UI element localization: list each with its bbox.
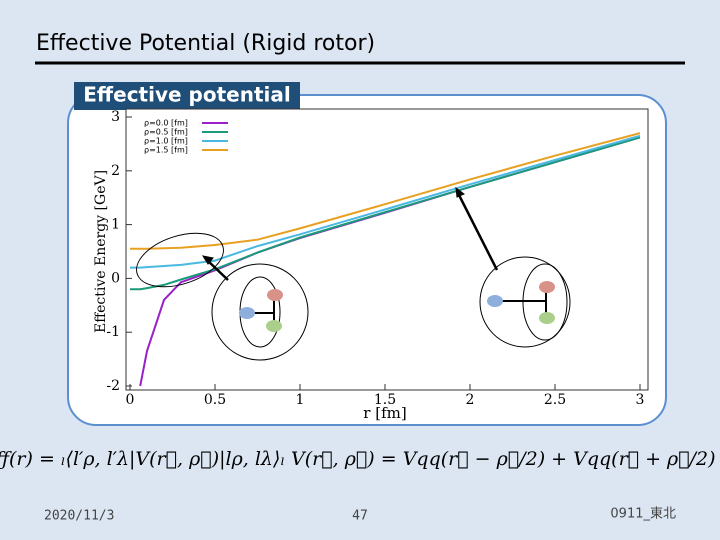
date: 2020/11/3 [44, 509, 114, 524]
particle [539, 281, 555, 293]
legend-label: ρ=0.0 [fm] [144, 119, 188, 128]
slide-title: Effective Potential (Rigid rotor) [36, 31, 375, 56]
series-line [130, 136, 641, 291]
legend-label: ρ=1.5 [fm] [144, 146, 188, 155]
legend-label: ρ=1.0 [fm] [144, 137, 188, 146]
series-line [130, 132, 641, 250]
x-tick-label: 1 [296, 392, 305, 408]
series-line [130, 134, 641, 269]
arrowhead [201, 255, 214, 265]
config-circle [479, 256, 571, 348]
highlight-ellipse [136, 232, 224, 288]
y-axis-label: Effective Energy [GeV] [93, 170, 109, 333]
y-tick-label: 1 [111, 217, 120, 233]
plot-frame [125, 108, 649, 391]
particle [539, 312, 555, 324]
formula: Vₑƒƒ(r) = ₗ⟨l′ρ, l′λ|V(r⃗, ρ⃗)|lρ, lλ⟩ₗ … [0, 448, 716, 470]
label-text: Effective potential [83, 83, 290, 107]
y-tick-label: -1 [106, 324, 120, 340]
x-tick-label: 3 [636, 392, 645, 408]
label-box [74, 82, 300, 110]
y-tick-label: -2 [106, 378, 120, 394]
y-tick-label: 3 [111, 109, 120, 125]
particle [266, 320, 282, 332]
x-tick-label: 0 [126, 392, 135, 408]
config-circle [211, 263, 309, 361]
legend-label: ρ=0.5 [fm] [144, 128, 188, 137]
y-tick-label: 2 [111, 163, 120, 179]
particle [267, 289, 283, 301]
particle [487, 295, 503, 307]
x-tick-label: 2.5 [544, 392, 566, 408]
x-tick-label: 1.5 [374, 392, 396, 408]
y-tick-label: 0 [111, 270, 120, 286]
plot: 0 0.5 1 1.5 2 2.5 3 -2 -1 0 1 2 3 r [fm] Effective Ene… [93, 108, 649, 422]
particles [239, 281, 555, 332]
page-number: 47 [352, 509, 368, 524]
x-tick-label: 2 [466, 392, 475, 408]
x-tick-label: 0.5 [204, 392, 226, 408]
particle [239, 307, 255, 319]
arrowhead [455, 186, 465, 198]
arrow [457, 194, 499, 271]
footer: 0911_東北 [610, 506, 676, 522]
arrow [206, 259, 229, 281]
x-axis-label: r [fm] [363, 404, 406, 422]
